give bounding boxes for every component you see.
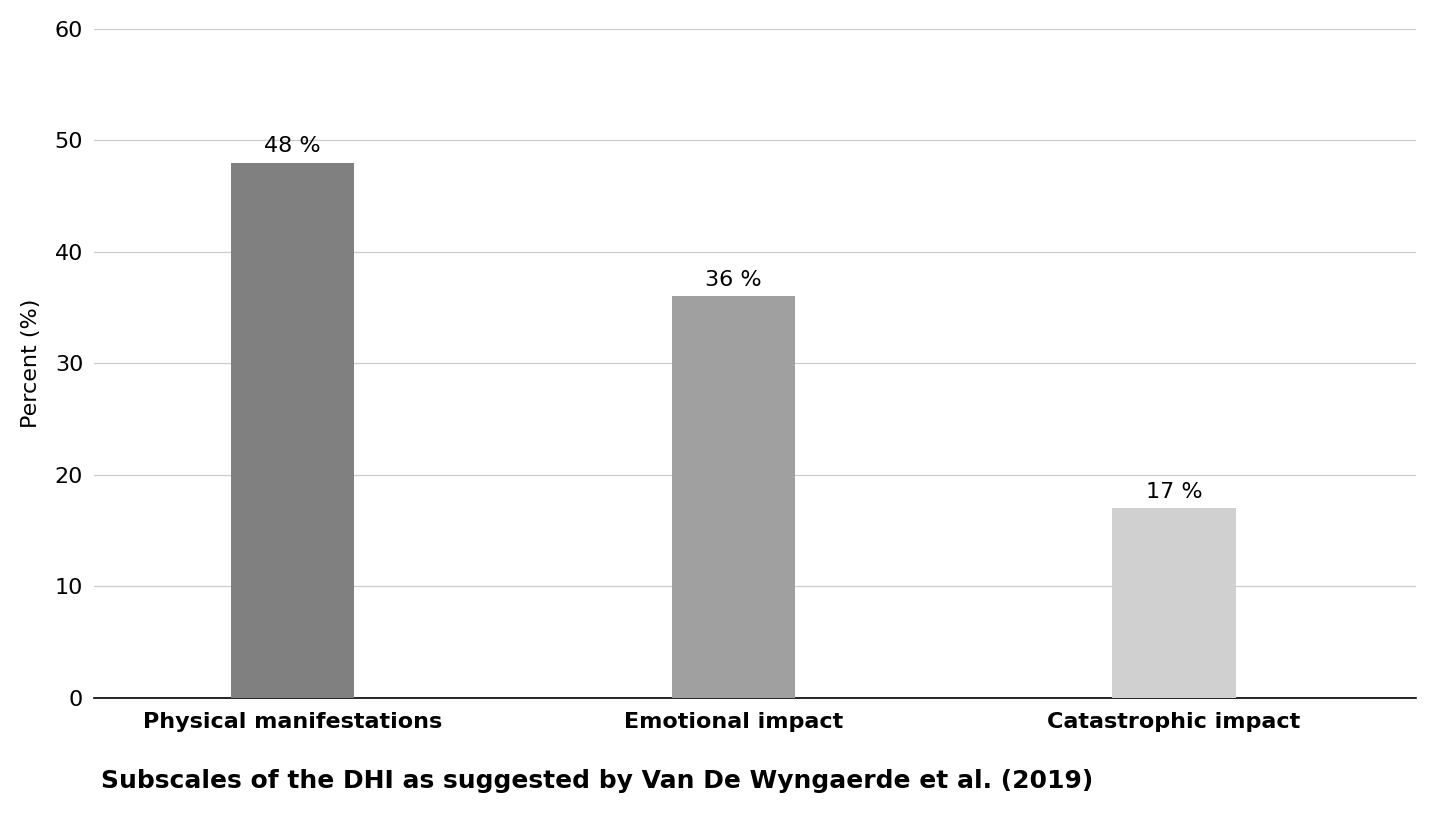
- Y-axis label: Percent (%): Percent (%): [20, 299, 40, 428]
- Text: 36 %: 36 %: [706, 270, 762, 290]
- Text: 17 %: 17 %: [1145, 482, 1203, 501]
- Text: 48 %: 48 %: [264, 136, 320, 156]
- Text: Subscales of the DHI as suggested by Van De Wyngaerde et al. (2019): Subscales of the DHI as suggested by Van…: [101, 770, 1094, 793]
- Bar: [231, 163, 355, 698]
- Bar: [671, 296, 795, 698]
- Bar: [1112, 508, 1236, 698]
